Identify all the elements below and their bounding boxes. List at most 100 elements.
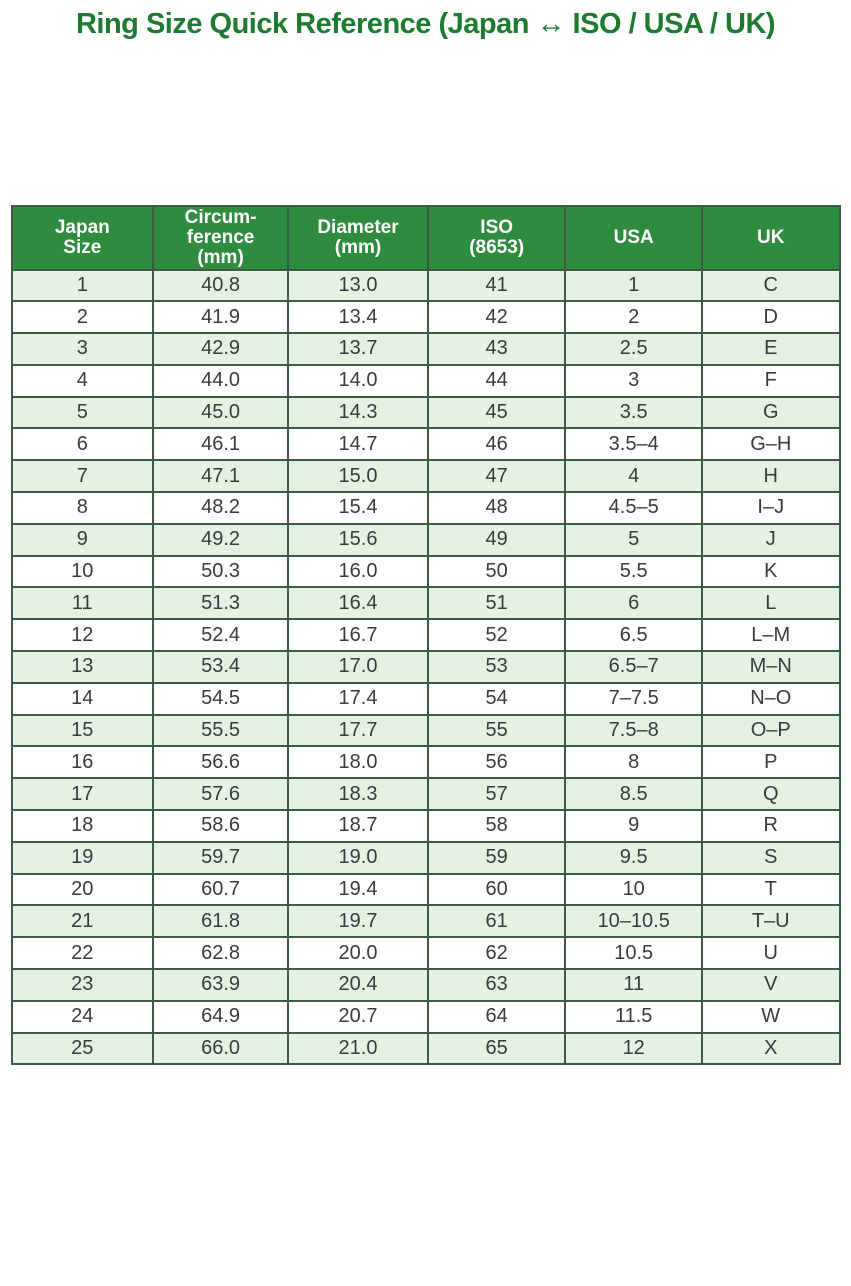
table-body: 1 40.8 13.0 41 1 C 2 41.9 13.4 42 2 D 3 42.9 13.7 43 2.5… <box>10 268 841 1066</box>
table-cell: E <box>701 332 841 366</box>
table-cell: T–U <box>701 904 841 939</box>
table-cell: 5 <box>564 522 703 557</box>
table-cell: 19.7 <box>287 904 429 939</box>
table-row: 20 60.7 19.4 60 10 T <box>10 872 841 907</box>
table-head: Japan Size Circum- ference (mm) Diameter (… <box>10 205 841 271</box>
table-cell: 5.5 <box>564 554 703 589</box>
table-cell: G–H <box>701 427 841 462</box>
column-header-japan-size: Japan Size <box>10 205 155 271</box>
table-cell: 18.3 <box>287 777 429 812</box>
table-row: 15 55.5 17.7 55 7.5–8 O–P <box>10 713 841 748</box>
table-cell: N–O <box>701 681 841 716</box>
table-cell: 43 <box>426 332 567 366</box>
table-cell: 14.7 <box>287 427 429 462</box>
table-row: 24 64.9 20.7 64 11.5 W <box>10 999 841 1034</box>
table-row: 12 52.4 16.7 52 6.5 L–M <box>10 618 841 653</box>
table-cell: 62.8 <box>152 936 290 971</box>
table-row: 10 50.3 16.0 50 5.5 K <box>10 554 841 589</box>
header-row: Japan Size Circum- ference (mm) Diameter (… <box>10 205 841 271</box>
table-cell: 14.3 <box>287 395 429 430</box>
table-cell: 1 <box>564 268 703 303</box>
page-title: Ring Size Quick Reference (Japan ↔ ISO /… <box>75 8 776 40</box>
table-cell: 15.4 <box>287 491 429 525</box>
table-cell: L–M <box>701 618 841 653</box>
table-cell: 53.4 <box>152 650 290 684</box>
table-cell: 8 <box>10 491 155 525</box>
table-cell: 51 <box>426 586 567 621</box>
table-cell: 49 <box>426 522 567 557</box>
table-cell: 5 <box>10 395 155 430</box>
table-cell: H <box>701 459 841 494</box>
table-cell: 23 <box>10 968 155 1002</box>
table-cell: S <box>701 840 841 875</box>
table-cell: 1 <box>10 268 155 303</box>
table-cell: 6 <box>10 427 155 462</box>
table-cell: 9 <box>10 522 155 557</box>
table-cell: 55 <box>426 713 567 748</box>
table-cell: 4 <box>10 363 155 398</box>
table-cell: 44.0 <box>152 363 290 398</box>
table-cell: 58.6 <box>152 809 290 843</box>
table-cell: C <box>701 268 841 303</box>
table-row: 8 48.2 15.4 48 4.5–5 I–J <box>10 491 841 525</box>
table-cell: 6.5–7 <box>564 650 703 684</box>
table-cell: 11 <box>10 586 155 621</box>
table-cell: 46 <box>426 427 567 462</box>
table-row: 7 47.1 15.0 47 4 H <box>10 459 841 494</box>
table-cell: 10 <box>564 872 703 907</box>
table-cell: 4 <box>564 459 703 494</box>
table-cell: 19.0 <box>287 840 429 875</box>
table-cell: 54.5 <box>152 681 290 716</box>
table-cell: 66.0 <box>152 1031 290 1066</box>
table-cell: 48 <box>426 491 567 525</box>
table-cell: 64.9 <box>152 999 290 1034</box>
table-cell: 3 <box>10 332 155 366</box>
table-cell: 59.7 <box>152 840 290 875</box>
table-cell: K <box>701 554 841 589</box>
table-cell: 48.2 <box>152 491 290 525</box>
column-header-circum-ference-mm: Circum- ference (mm) <box>152 205 290 271</box>
table-cell: 15 <box>10 713 155 748</box>
table-cell: J <box>701 522 841 557</box>
table-cell: 18 <box>10 809 155 843</box>
table-cell: 40.8 <box>152 268 290 303</box>
column-header-usa: USA <box>564 205 703 271</box>
table-cell: 2 <box>10 300 155 335</box>
table-cell: 19 <box>10 840 155 875</box>
table-row: 16 56.6 18.0 56 8 P <box>10 745 841 780</box>
table-cell: R <box>701 809 841 843</box>
table-cell: 64 <box>426 999 567 1034</box>
table-cell: U <box>701 936 841 971</box>
table-row: 13 53.4 17.0 53 6.5–7 M–N <box>10 650 841 684</box>
table-cell: 56.6 <box>152 745 290 780</box>
table-cell: 61 <box>426 904 567 939</box>
table-row: 5 45.0 14.3 45 3.5 G <box>10 395 841 430</box>
table-cell: 2.5 <box>564 332 703 366</box>
table-cell: 24 <box>10 999 155 1034</box>
table-cell: 60.7 <box>152 872 290 907</box>
table-cell: Q <box>701 777 841 812</box>
table-cell: W <box>701 999 841 1034</box>
table-row: 17 57.6 18.3 57 8.5 Q <box>10 777 841 812</box>
table-row: 18 58.6 18.7 58 9 R <box>10 809 841 843</box>
table-cell: 3.5 <box>564 395 703 430</box>
table-cell: 44 <box>426 363 567 398</box>
table-row: 21 61.8 19.7 61 10–10.5 T–U <box>10 904 841 939</box>
table-cell: 17.4 <box>287 681 429 716</box>
table-cell: 9 <box>564 809 703 843</box>
table-cell: 62 <box>426 936 567 971</box>
table-row: 1 40.8 13.0 41 1 C <box>10 268 841 303</box>
table-cell: 25 <box>10 1031 155 1066</box>
table-cell: 6 <box>564 586 703 621</box>
table-cell: 63 <box>426 968 567 1002</box>
table-cell: P <box>701 745 841 780</box>
table-cell: 46.1 <box>152 427 290 462</box>
table-cell: 17 <box>10 777 155 812</box>
table-cell: 63.9 <box>152 968 290 1002</box>
table-row: 2 41.9 13.4 42 2 D <box>10 300 841 335</box>
table-cell: 2 <box>564 300 703 335</box>
table-cell: 11 <box>564 968 703 1002</box>
table-cell: 7 <box>10 459 155 494</box>
table-cell: 20.4 <box>287 968 429 1002</box>
table-cell: 65 <box>426 1031 567 1066</box>
